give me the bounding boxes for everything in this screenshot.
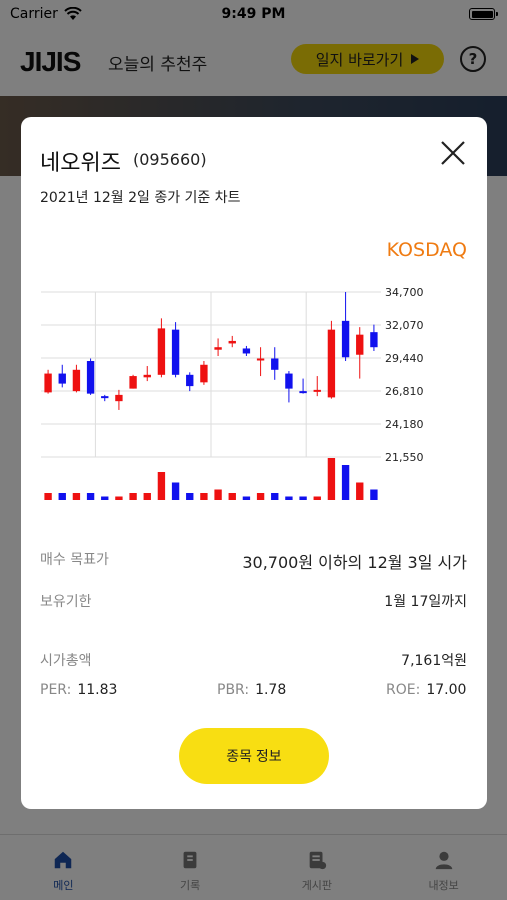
- candle-body: [327, 329, 336, 398]
- roe-ratio: ROE: 17.00: [386, 682, 466, 698]
- volume-bar: [115, 496, 123, 500]
- candle-body: [157, 328, 166, 375]
- volume-bar: [101, 496, 109, 500]
- candle-body: [171, 329, 180, 375]
- candle-body: [370, 332, 378, 348]
- market-badge: KOSDAQ: [386, 239, 467, 261]
- holding-period-value: 1월 17일까지: [384, 594, 467, 610]
- roe-value: 17.00: [426, 682, 467, 698]
- candle-body: [228, 340, 236, 344]
- candle-body: [58, 373, 66, 384]
- candle-body: [200, 364, 208, 383]
- volume-bar: [285, 496, 293, 500]
- holding-period-label: 보유기한: [40, 594, 92, 610]
- candle-body: [44, 373, 52, 393]
- volume-bar: [271, 493, 279, 500]
- volume-bar: [242, 496, 251, 500]
- candlestick-chart: 34,700 32,070 29,440 26,810 24,180 21,550: [41, 286, 424, 500]
- candle-body: [242, 348, 251, 354]
- pbr-label: PBR:: [217, 682, 250, 698]
- market-cap-label: 시가총액: [40, 653, 92, 669]
- y-tick-label: 24,180: [385, 418, 424, 431]
- candle-body: [186, 374, 194, 387]
- y-tick-label: 26,810: [385, 385, 424, 398]
- volume-bar: [370, 489, 378, 500]
- candle-body: [285, 373, 293, 389]
- candle-body: [356, 334, 364, 355]
- stock-info-button[interactable]: 종목 정보: [179, 728, 329, 784]
- volume-bar: [58, 493, 66, 500]
- candle-body: [129, 376, 137, 389]
- per-value: 11.83: [77, 682, 118, 698]
- stock-detail-modal: 네오위즈 (095660) 2021년 12월 2일 종가 기준 차트 KOSD…: [21, 117, 487, 809]
- volume-bar: [86, 493, 95, 500]
- volume-bar: [256, 493, 265, 500]
- candle-body: [299, 391, 307, 394]
- candle-body: [72, 369, 81, 392]
- volume-bar: [72, 493, 81, 500]
- candle-body: [271, 358, 279, 370]
- y-tick-label: 32,070: [385, 319, 424, 332]
- volume-bar: [171, 482, 180, 500]
- buy-target-label: 매수 목표가: [40, 552, 109, 568]
- volume-bar: [186, 493, 194, 500]
- volume-bar: [157, 472, 166, 500]
- volume-bar: [228, 493, 236, 500]
- y-tick-label: 21,550: [385, 451, 424, 464]
- volume-bar: [327, 458, 336, 500]
- candle-body: [101, 396, 109, 399]
- candle-body: [143, 374, 151, 378]
- candle-body: [256, 358, 265, 361]
- y-tick-label: 34,700: [385, 286, 424, 299]
- y-tick-label: 29,440: [385, 352, 424, 365]
- volume-bar: [356, 482, 364, 500]
- volume-bar: [129, 493, 137, 500]
- pbr-ratio: PBR: 1.78: [217, 682, 286, 698]
- close-icon[interactable]: [439, 139, 467, 167]
- stock-name: 네오위즈: [40, 151, 121, 176]
- volume-bar: [143, 493, 151, 500]
- stock-code: (095660): [133, 150, 207, 169]
- candle-body: [115, 394, 123, 402]
- roe-label: ROE:: [386, 682, 421, 698]
- volume-bar: [313, 496, 321, 500]
- chart-basis-text: 2021년 12월 2일 종가 기준 차트: [40, 190, 241, 206]
- pbr-value: 1.78: [255, 682, 287, 698]
- candle-body: [341, 320, 350, 358]
- candle-body: [214, 347, 222, 350]
- candle-body: [86, 361, 95, 394]
- per-label: PER:: [40, 682, 72, 698]
- per-ratio: PER: 11.83: [40, 682, 117, 698]
- market-cap-value: 7,161억원: [401, 653, 467, 669]
- volume-bar: [200, 493, 208, 500]
- volume-bar: [44, 493, 52, 500]
- buy-target-value: 30,700원 이하의 12월 3일 시가: [242, 553, 467, 572]
- volume-bar: [214, 489, 222, 500]
- volume-bar: [299, 496, 307, 500]
- volume-bar: [341, 465, 350, 500]
- candle-body: [313, 389, 321, 392]
